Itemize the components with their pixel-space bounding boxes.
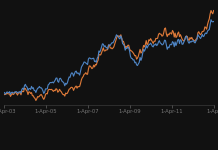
MSCI World Index [75, 70, 77, 72]
MSCI [37, 96, 40, 98]
MSCI World Index [3, 92, 6, 93]
MSCI World Index [18, 91, 20, 93]
MSCI World Index [198, 36, 201, 38]
MSCI [198, 33, 201, 35]
MSCI [212, 10, 215, 11]
MSCI [35, 100, 37, 101]
MSCI [210, 10, 212, 11]
MSCI World Index [9, 94, 12, 95]
Line: MSCI World Index: MSCI World Index [4, 20, 214, 94]
MSCI [75, 85, 77, 87]
Line: MSCI: MSCI [4, 11, 214, 101]
MSCI World Index [142, 49, 145, 50]
MSCI [3, 94, 6, 96]
MSCI [17, 92, 20, 94]
MSCI [12, 94, 14, 95]
MSCI [142, 45, 145, 46]
MSCI World Index [13, 92, 15, 94]
MSCI World Index [37, 87, 40, 89]
MSCI World Index [210, 19, 212, 21]
MSCI World Index [212, 21, 215, 22]
